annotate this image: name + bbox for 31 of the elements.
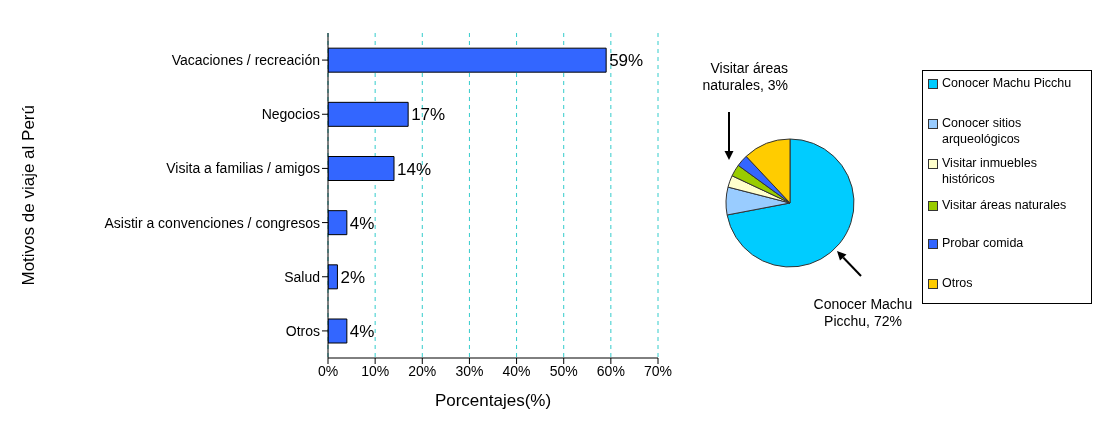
data-label: 4%	[349, 322, 375, 342]
x-tick-label: 50%	[549, 362, 578, 379]
y-tick-label: Vacaciones / recreación	[171, 52, 320, 69]
legend-label: Conocer sitios arqueológicos	[942, 115, 1023, 147]
legend-label: Probar comida	[942, 235, 1025, 251]
pie-slice	[726, 138, 855, 268]
x-tick-label: 40%	[502, 362, 531, 379]
x-tick-label: 10%	[361, 362, 390, 379]
data-label: 59%	[609, 51, 644, 71]
text: Visitar áreas naturales, 3%	[701, 60, 788, 94]
legend-label: Visitar áreas naturales	[942, 197, 1068, 213]
data-label: 2%	[340, 267, 366, 287]
legend-label: Conocer Machu Picchu	[942, 75, 1072, 91]
legend-label: Visitar inmuebles históricos	[942, 155, 1038, 187]
y-tick-label: Otros	[285, 322, 320, 339]
text: Conocer Machu Picchu, 72%	[812, 296, 914, 330]
y-tick-label: Visita a familias / amigos	[166, 160, 320, 177]
x-tick-label: 70%	[643, 362, 673, 379]
x-tick-label: 0%	[317, 362, 339, 379]
x-axis-title: Porcentajes(%)	[434, 391, 552, 410]
x-tick-label: 30%	[455, 362, 484, 379]
y-tick-label: Negocios	[261, 106, 320, 123]
y-tick-label: Asistir a convenciones / congresos	[104, 214, 320, 231]
data-label: 17%	[411, 105, 446, 125]
y-axis-title: Motivos de viaje al Perú	[19, 105, 39, 286]
data-label: 14%	[397, 159, 432, 179]
legend-label: Otros	[942, 275, 974, 291]
x-tick-label: 20%	[408, 362, 437, 379]
y-tick-label: Salud	[284, 268, 320, 285]
data-label: 4%	[349, 213, 375, 233]
x-tick-label: 60%	[596, 362, 625, 379]
